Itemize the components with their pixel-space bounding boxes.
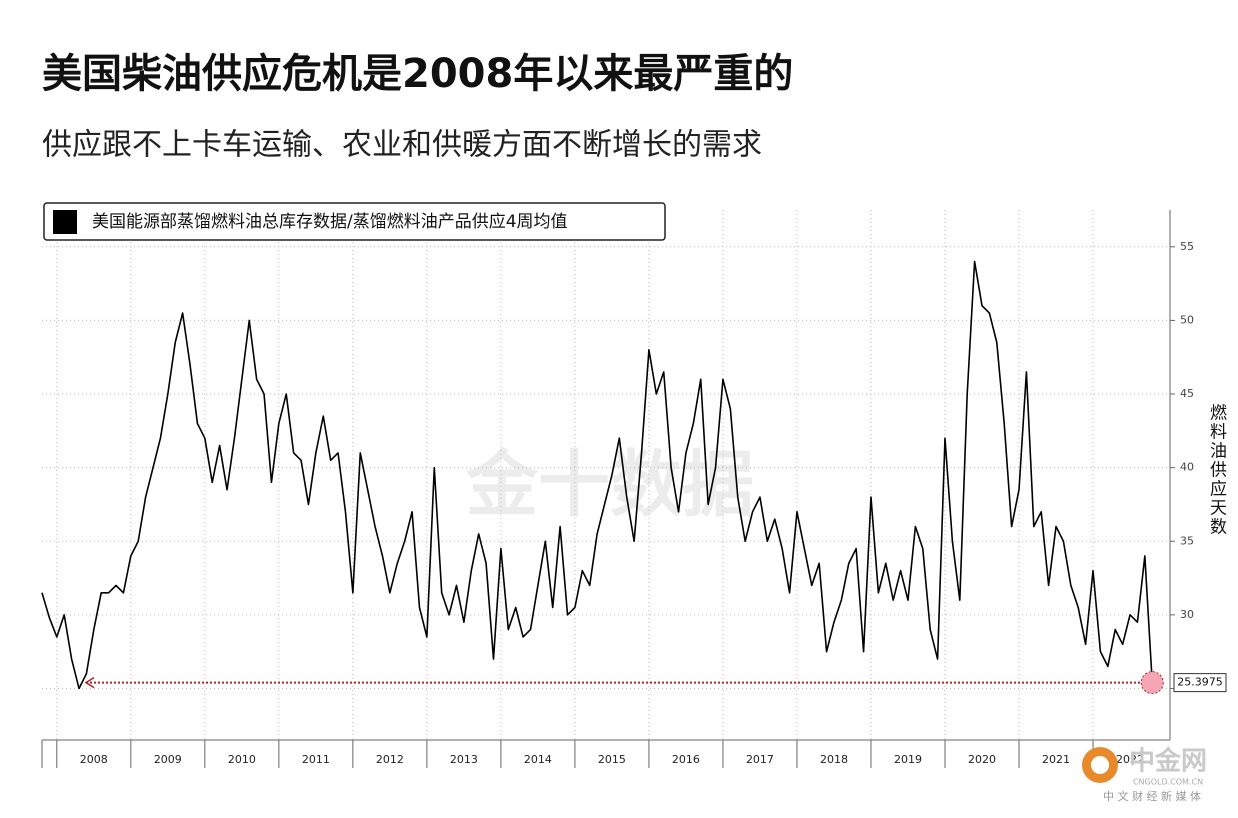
y-tick-label: 30 [1180,608,1194,621]
x-tick-label: 2021 [1042,753,1070,766]
logo-name: 中金网 [1129,746,1207,777]
logo: 中金网 CNGOLD.COM.CN 中 文 财 经 新 媒 体 [1082,746,1207,803]
x-tick-label: 2012 [376,753,404,766]
y-tick-label: 50 [1180,313,1194,326]
y-tick-label: 40 [1180,461,1194,474]
y-axis-label: 燃料油供应天数 [1206,403,1227,536]
x-tick-label: 2020 [968,753,996,766]
x-tick-label: 2017 [746,753,774,766]
chart-subtitle: 供应跟不上卡车运输、农业和供暖方面不断增长的需求 [42,128,762,163]
x-tick-label: 2019 [894,753,922,766]
legend-box [43,202,666,241]
x-tick-label: 2008 [80,753,108,766]
reference-marker [1140,671,1164,695]
logo-url: CNGOLD.COM.CN [1133,778,1203,787]
logo-tagline: 中 文 财 经 新 媒 体 [1103,789,1201,803]
x-tick-label: 2009 [154,753,182,766]
legend-swatch [53,210,77,234]
logo-icon [1091,756,1109,774]
x-tick-label: 2013 [450,753,478,766]
x-tick-label: 2016 [672,753,700,766]
chart-title: 美国柴油供应危机是2008年以来最严重的 [42,51,793,97]
x-tick-label: 2015 [598,753,626,766]
x-tick-label: 2011 [302,753,330,766]
x-tick-label: 2018 [820,753,848,766]
reference-label: 25.3975 [1177,676,1223,689]
x-tick-label: 2022 [1116,753,1144,766]
reference-arrow [84,676,95,689]
y-tick-label: 55 [1180,240,1194,253]
legend-label: 美国能源部蒸馏燃料油总库存数据/蒸馏燃料油产品供应4周均值 [92,212,568,232]
data-line [41,260,1154,690]
x-tick-label: 2014 [524,753,552,766]
value-box [1173,673,1227,693]
y-tick-label: 45 [1180,387,1194,400]
x-tick-label: 2010 [228,753,256,766]
y-tick-label: 35 [1180,534,1194,547]
